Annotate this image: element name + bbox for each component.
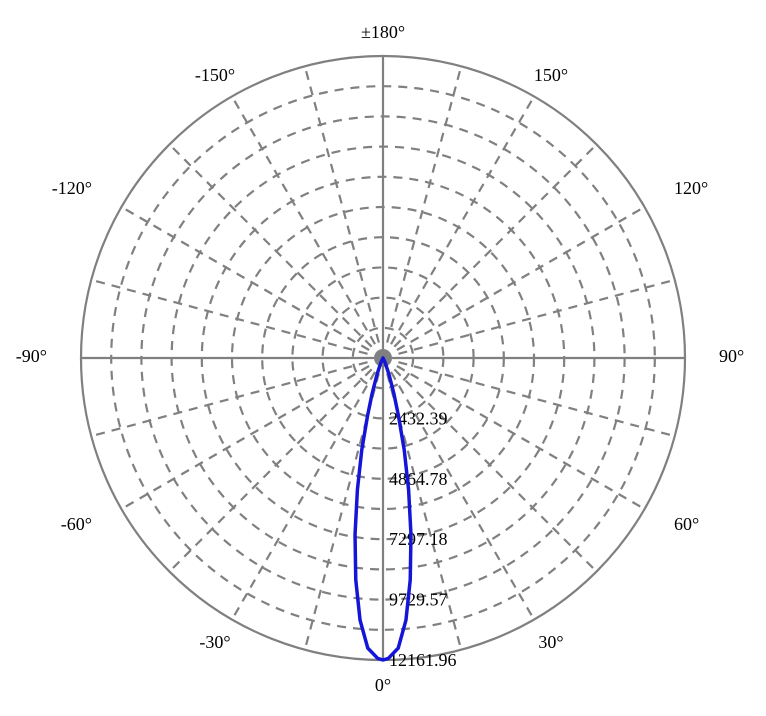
grid-spoke (305, 66, 383, 358)
grid-spoke (383, 280, 675, 358)
angle-label: -30° (199, 632, 230, 652)
radial-label: 9729.57 (389, 590, 448, 610)
angle-label: 0° (375, 675, 391, 695)
angle-label: 150° (534, 65, 568, 85)
angle-label: 120° (674, 178, 708, 198)
angle-label: -60° (61, 514, 92, 534)
radial-label: 12161.96 (389, 650, 457, 670)
polar-chart: 0° 30° 60° 90° 120° 150° ±180° -150° -120° -90° -6… (0, 0, 766, 716)
radial-label: 4864.78 (389, 469, 448, 489)
grid-spoke (121, 358, 383, 509)
angle-label: -120° (52, 178, 92, 198)
angle-label: 60° (674, 514, 699, 534)
angle-label: 30° (538, 632, 563, 652)
grid-spoke (121, 207, 383, 358)
angle-label: 90° (719, 346, 744, 366)
radial-label: 7297.18 (389, 529, 448, 549)
angle-label: -90° (16, 346, 47, 366)
grid-spoke (383, 66, 461, 358)
radial-labels: 2432.394864.787297.189729.5712161.96 (389, 408, 457, 670)
angle-label: ±180° (361, 22, 405, 42)
angle-label: -150° (195, 65, 235, 85)
grid-spoke (232, 358, 383, 620)
